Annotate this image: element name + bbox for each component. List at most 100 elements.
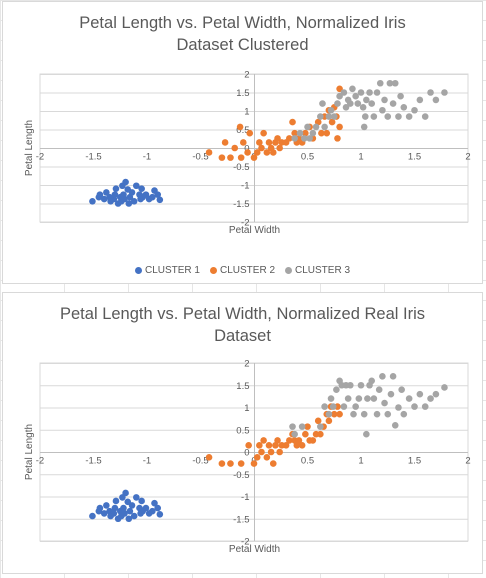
x-tick-label: 1 bbox=[358, 456, 363, 467]
data-point bbox=[400, 104, 408, 111]
data-point bbox=[314, 417, 322, 425]
data-point bbox=[398, 386, 405, 393]
data-point bbox=[389, 100, 397, 107]
legend-swatch-icon bbox=[134, 267, 142, 274]
data-point bbox=[411, 106, 418, 114]
x-tick-label: -2 bbox=[36, 456, 44, 467]
data-point bbox=[240, 139, 247, 146]
y-axis-title: Petal Length bbox=[24, 424, 35, 480]
data-point bbox=[156, 511, 164, 518]
data-point bbox=[432, 390, 440, 398]
data-point bbox=[250, 460, 258, 467]
data-point bbox=[302, 129, 309, 137]
legend-swatch-icon bbox=[285, 267, 292, 274]
data-point bbox=[360, 410, 368, 418]
data-point bbox=[291, 129, 298, 137]
data-point bbox=[379, 106, 386, 114]
data-point bbox=[110, 510, 118, 517]
legend-swatch-icon bbox=[209, 267, 217, 274]
data-point bbox=[376, 79, 384, 87]
data-point bbox=[441, 384, 448, 391]
data-point bbox=[138, 497, 145, 505]
x-tick-label: -1 bbox=[143, 152, 151, 163]
data-point bbox=[154, 191, 161, 198]
data-point bbox=[306, 135, 313, 142]
chart-title: Petal Length vs. Petal Width, Normalized… bbox=[60, 305, 425, 345]
data-point bbox=[405, 113, 413, 120]
data-point bbox=[391, 79, 399, 87]
data-point bbox=[368, 100, 376, 107]
data-point bbox=[296, 129, 304, 137]
data-point bbox=[381, 96, 388, 104]
y-tick-label: 0.5 bbox=[236, 425, 249, 436]
y-tick-label: 0.5 bbox=[236, 125, 249, 136]
data-point bbox=[103, 189, 110, 196]
data-point bbox=[327, 106, 335, 114]
data-point bbox=[361, 113, 369, 120]
data-point bbox=[391, 422, 399, 429]
data-point bbox=[375, 386, 383, 393]
data-point bbox=[205, 149, 213, 156]
data-point bbox=[309, 129, 317, 137]
data-point bbox=[340, 403, 348, 410]
data-point bbox=[405, 395, 413, 402]
data-point bbox=[122, 489, 129, 497]
data-point bbox=[427, 89, 434, 96]
data-point bbox=[286, 135, 293, 142]
data-point bbox=[274, 437, 281, 444]
x-tick-label: -1 bbox=[143, 456, 151, 467]
data-point bbox=[112, 497, 120, 505]
data-point bbox=[269, 149, 277, 156]
x-tick-label: -1.5 bbox=[85, 456, 101, 467]
data-point bbox=[321, 403, 328, 410]
x-tick-label: 2 bbox=[465, 152, 470, 163]
data-point bbox=[379, 373, 386, 380]
data-point bbox=[395, 404, 402, 411]
data-point bbox=[103, 502, 110, 509]
data-point bbox=[154, 504, 161, 512]
data-point bbox=[395, 113, 402, 120]
data-point bbox=[416, 390, 424, 398]
x-tick-label: 0.5 bbox=[301, 152, 314, 163]
data-point bbox=[245, 442, 252, 449]
chart-real: Petal Length vs. Petal Width, Normalized… bbox=[2, 292, 483, 574]
data-point bbox=[286, 437, 293, 444]
data-point bbox=[125, 200, 133, 207]
y-tick-label: -1.5 bbox=[233, 514, 249, 525]
y-tick-label: -0.5 bbox=[233, 162, 249, 173]
legend-item-cluster-1: CLUSTER 1 bbox=[134, 265, 200, 276]
data-point bbox=[387, 390, 395, 398]
data-point bbox=[400, 410, 408, 418]
data-point bbox=[126, 507, 134, 515]
data-point bbox=[323, 129, 331, 137]
data-point bbox=[265, 139, 273, 146]
data-point bbox=[347, 381, 354, 389]
data-point bbox=[260, 129, 267, 137]
data-point bbox=[363, 430, 370, 438]
y-tick-label: -1.5 bbox=[233, 199, 249, 210]
data-point bbox=[291, 135, 298, 142]
data-point bbox=[269, 460, 277, 467]
data-point bbox=[354, 100, 362, 107]
data-point bbox=[334, 135, 341, 142]
data-point bbox=[352, 92, 359, 100]
data-point bbox=[373, 89, 381, 96]
data-point bbox=[265, 442, 273, 449]
data-point bbox=[389, 373, 397, 380]
data-point bbox=[355, 395, 363, 402]
data-point bbox=[111, 504, 119, 512]
y-tick-label: -1 bbox=[241, 492, 249, 503]
data-point bbox=[366, 89, 373, 96]
data-point bbox=[304, 123, 311, 131]
data-point bbox=[340, 89, 348, 96]
y-tick-label: 1 bbox=[244, 107, 249, 118]
data-point bbox=[133, 182, 140, 190]
data-point bbox=[236, 123, 244, 131]
x-tick-label: -2 bbox=[36, 152, 44, 163]
data-point bbox=[156, 196, 164, 204]
data-point bbox=[263, 454, 271, 461]
data-point bbox=[218, 460, 226, 467]
data-point bbox=[333, 386, 340, 393]
data-point bbox=[100, 510, 108, 517]
data-point bbox=[336, 92, 343, 100]
